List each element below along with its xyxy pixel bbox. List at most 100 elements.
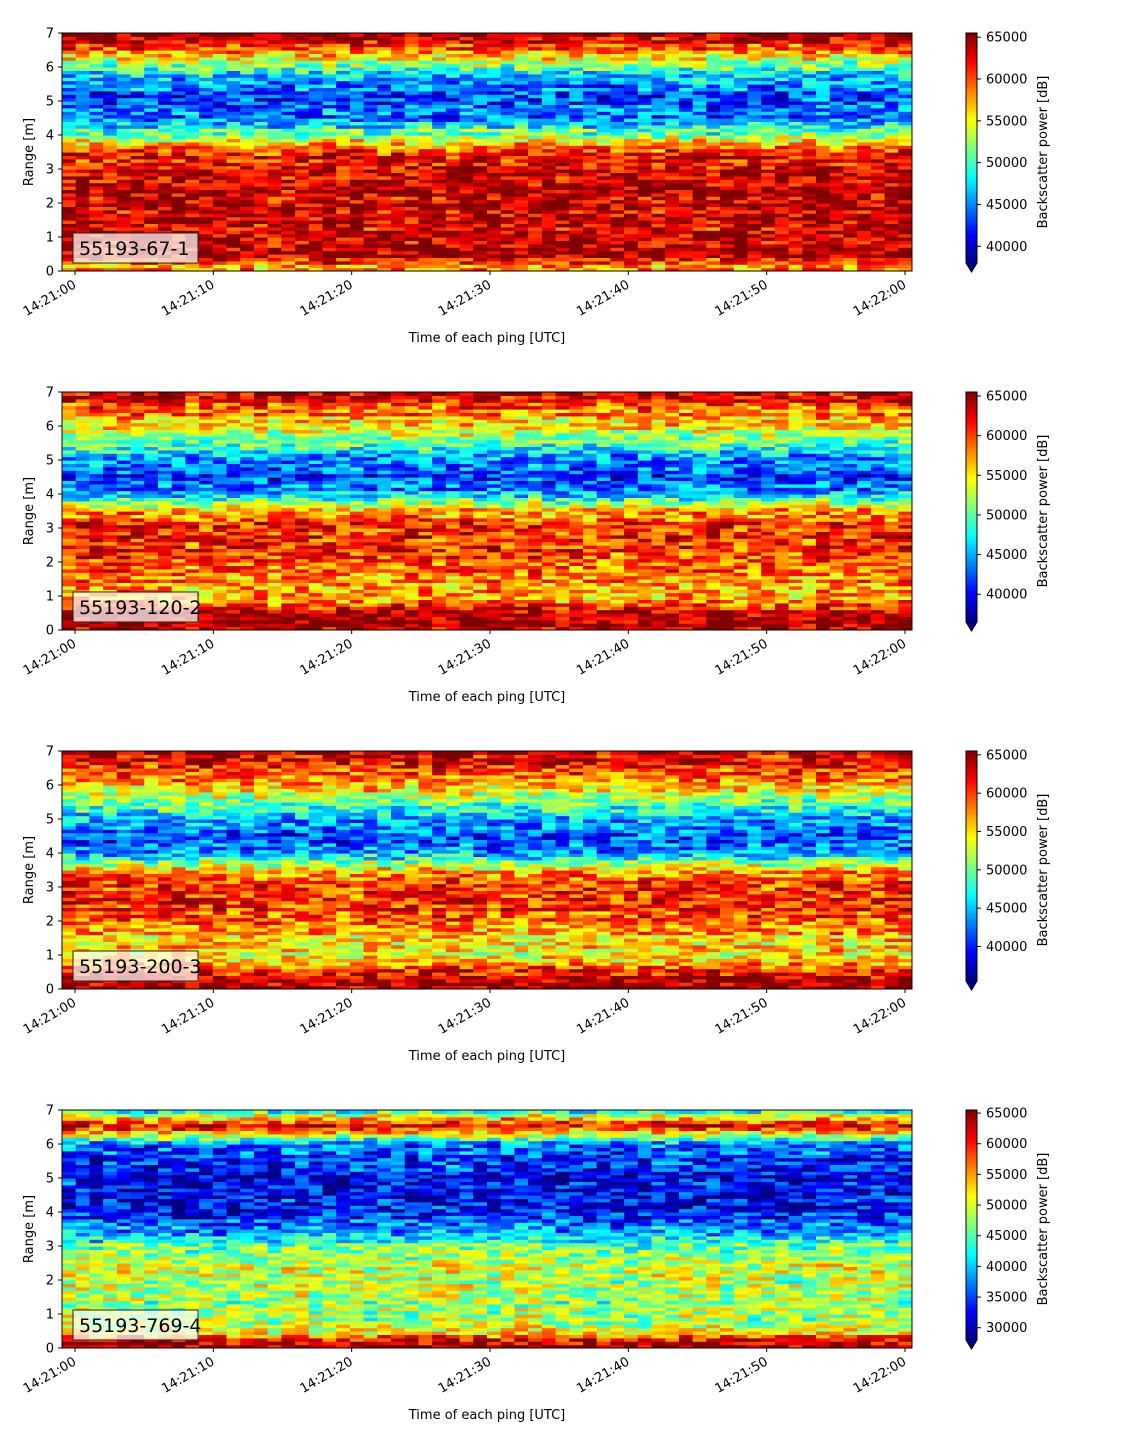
colorbar-segment [966, 1200, 977, 1203]
colorbar-segment [966, 1311, 977, 1314]
colorbar-segment [966, 781, 977, 785]
colorbar-segment [966, 1301, 977, 1305]
y-tick-label: 0 [46, 624, 54, 639]
x-tick-label: 14:21:30 [436, 277, 494, 319]
colorbar-segment [966, 416, 977, 420]
colorbar-label: Backscatter power [dB] [1036, 435, 1051, 588]
colorbar-segment [966, 220, 977, 224]
colorbar-segment [966, 482, 977, 485]
colorbar-segment [966, 948, 977, 951]
colorbar-segment [966, 213, 977, 216]
colorbar-segment [966, 434, 977, 437]
colorbar-segment [966, 195, 977, 199]
colorbar-segment [966, 478, 977, 481]
colorbar-segment [966, 1131, 977, 1134]
colorbar-segment [966, 217, 977, 220]
colorbar-segment [966, 827, 977, 831]
colorbar-segment [966, 215, 977, 218]
colorbar-segment [966, 848, 977, 852]
plot-frame [61, 1109, 913, 1349]
series-label: 55193-120-2 [79, 597, 202, 619]
colorbar-segment [966, 226, 977, 230]
colorbar-segment [966, 422, 977, 426]
colorbar-segment [966, 1123, 977, 1126]
colorbar-segment [966, 944, 977, 948]
colorbar-segment [966, 436, 977, 439]
colorbar-tick-label: 65000 [986, 389, 1027, 404]
colorbar-segment [966, 543, 977, 546]
colorbar-segment [966, 800, 977, 804]
y-tick-label: 1 [46, 590, 54, 605]
colorbar-segment [966, 136, 977, 140]
colorbar-segment [966, 572, 977, 575]
colorbar-segment [966, 487, 977, 491]
colorbar-segment [966, 764, 977, 767]
x-tick-label: 14:21:50 [713, 277, 771, 319]
colorbar-segment [966, 814, 977, 817]
colorbar-tick-label: 65000 [986, 1107, 1027, 1122]
x-tick-label: 14:21:10 [159, 277, 217, 319]
colorbar-segment [966, 535, 977, 539]
colorbar-segment [966, 512, 977, 516]
colorbar-segment [966, 484, 977, 487]
colorbar-segment [966, 576, 977, 579]
colorbar-segment [966, 176, 977, 180]
colorbar-segment [966, 411, 977, 414]
y-tick-label: 3 [46, 522, 54, 537]
colorbar-segment [966, 42, 977, 46]
colorbar-segment [966, 445, 977, 449]
colorbar-segment [966, 503, 977, 506]
colorbar-tick-label: 65000 [986, 31, 1027, 46]
colorbar-extend-min [966, 1340, 977, 1349]
colorbar-segment [966, 774, 977, 777]
colorbar-segment [966, 1320, 977, 1324]
colorbar-segment [966, 491, 977, 495]
colorbar-segment [966, 253, 977, 256]
colorbar-segment [966, 92, 977, 95]
colorbar-segment [966, 84, 977, 88]
colorbar-segment [966, 209, 977, 212]
colorbar-segment [966, 507, 977, 510]
colorbar-segment [966, 228, 977, 232]
colorbar-segment [966, 852, 977, 856]
colorbar-segment [966, 526, 977, 529]
colorbar-segment [966, 111, 977, 115]
y-tick-label: 2 [46, 556, 54, 571]
colorbar-segment [966, 497, 977, 500]
colorbar-tick-label: 40000 [986, 940, 1027, 955]
colorbar-segment [966, 420, 977, 424]
colorbar-segment [966, 1213, 977, 1217]
colorbar-segment [966, 153, 977, 157]
subplot-4: 0 1 2 3 4 5 6 7 14:21:00 14:21:10 14:21:20 14:21:30… [21, 1104, 1051, 1424]
colorbar: 40000 45000 50000 55000 60000 65000 Backscatte… [965, 31, 1051, 273]
colorbar-segment [966, 1190, 977, 1194]
colorbar-segment [966, 1290, 977, 1293]
colorbar-segment [966, 1240, 977, 1243]
colorbar-segment [966, 67, 977, 71]
colorbar-segment [966, 113, 977, 117]
y-tick-label: 3 [46, 881, 54, 896]
colorbar-segment [966, 614, 977, 617]
colorbar-segment [966, 50, 977, 53]
colorbar-extend-min [966, 622, 977, 631]
colorbar-segment [966, 599, 977, 602]
colorbar-segment [966, 831, 977, 835]
colorbar-segment [966, 428, 977, 431]
colorbar-tick-label: 45000 [986, 902, 1027, 917]
y-tick-label: 1 [46, 949, 54, 964]
colorbar-segment [966, 829, 977, 833]
y-tick-label: 2 [46, 915, 54, 930]
series-label-box [72, 950, 199, 982]
colorbar-segment [966, 103, 977, 107]
y-tick-label: 5 [46, 1172, 54, 1187]
subplot-3: 0 1 2 3 4 5 6 7 14:21:00 14:21:10 14:21:20 14:21:30… [21, 745, 1051, 1065]
y-axis-label: Range [m] [22, 1195, 37, 1263]
colorbar-segment [966, 1148, 977, 1151]
colorbar-segment [966, 495, 977, 499]
colorbar-segment [966, 806, 977, 810]
colorbar-segment [966, 965, 977, 969]
colorbar-segment [966, 1232, 977, 1236]
colorbar-segment [966, 418, 977, 422]
colorbar-segment [966, 148, 977, 151]
colorbar-segment [966, 159, 977, 163]
